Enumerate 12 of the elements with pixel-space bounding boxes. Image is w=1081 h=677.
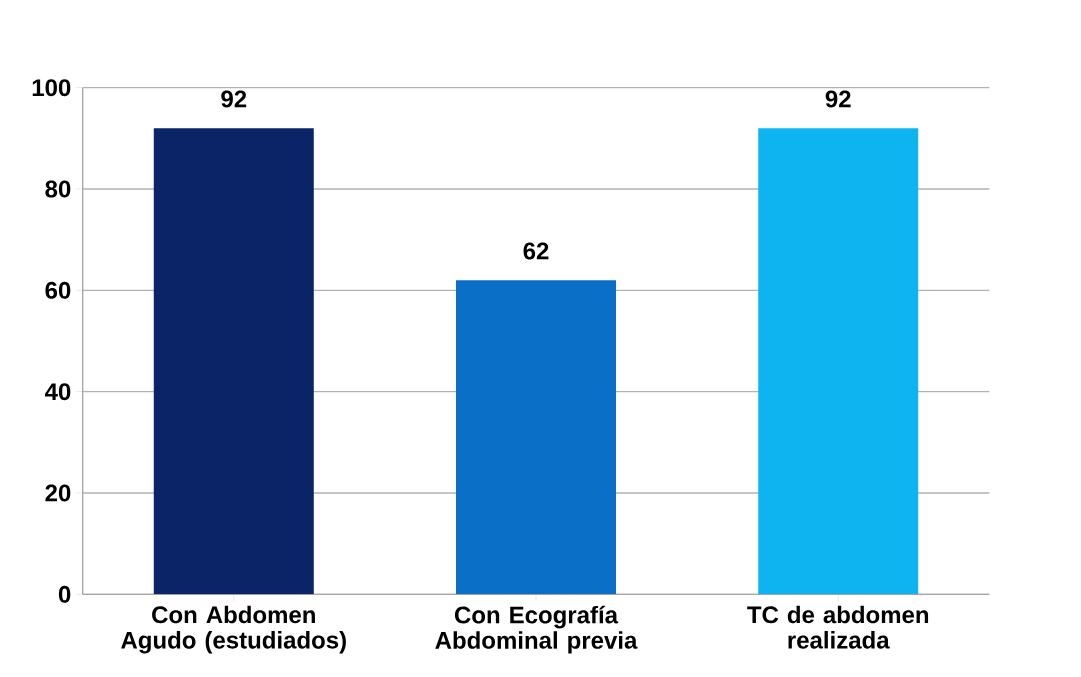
data-label: 92	[221, 90, 247, 108]
y-tick-label: 100	[32, 79, 71, 97]
y-tick-label: 40	[44, 383, 71, 401]
y-tick-label: 60	[45, 281, 71, 299]
data-label: 92	[825, 90, 851, 108]
y-tick-label: 0	[58, 585, 71, 603]
y-tick-label: 80	[45, 180, 71, 198]
y-tick-label: 20	[45, 484, 71, 502]
x-tick-label: Con Abdomen Agudo (estudiados)	[121, 605, 346, 654]
data-label: 62	[523, 242, 549, 260]
x-tick-label: Con Ecografía Abdominal previa	[435, 605, 638, 654]
x-tick-label: TC de abdomen realizada	[747, 605, 929, 649]
